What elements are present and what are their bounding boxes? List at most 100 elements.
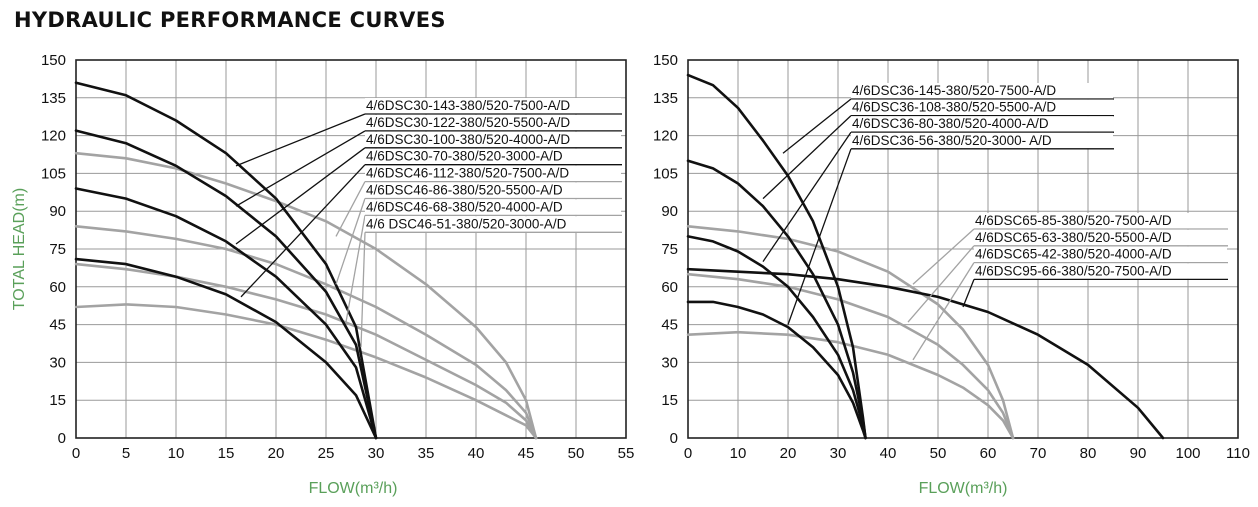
series-label-background [365,165,621,182]
x-tick-label: 50 [930,445,947,462]
series-leader-line [962,279,975,308]
series-label: 4/6DSC30-100-380/520-4000-A/D [366,132,570,147]
series-label: 4/6DSC30-70-380/520-3000-A/D [366,149,563,164]
series-label: 4/6DSC95-66-380/520-7500-A/D [975,263,1172,278]
y-tick-label: 150 [653,52,678,69]
series-label-background [365,114,621,131]
series-label: 4/6DSC65-85-380/520-7500-A/D [975,213,1172,228]
chart-dsc36-dsc65-dsc95: 0 10 20 30 40 50 60 70 80 90 100 110 0 15 30 45 60 75 90 10… [653,52,1250,497]
y-tick-label: 75 [661,241,678,258]
y-tick-label: 105 [41,165,66,182]
y-tick-label: 120 [41,128,66,145]
series-line [74,257,378,440]
series-leader-line [782,98,852,154]
y-tick-label: 60 [49,279,66,296]
series-label-background [365,182,621,198]
series-line [74,151,538,440]
x-tick-label: 0 [72,445,80,462]
series-label: 4/6 DSC46-51-380/520-3000-A/D [366,216,567,231]
plot-frame [687,59,1239,439]
x-tick-label: 20 [268,445,285,462]
x-tick-label: 30 [830,445,847,462]
y-tick-label: 135 [41,90,66,107]
y-tick-label: 0 [58,430,66,447]
x-tick-label: 90 [1130,445,1147,462]
series-label-background [365,131,621,148]
series-label-background [974,246,1227,263]
series-label-background [365,199,621,215]
x-tick-label: 55 [618,445,635,462]
series-label-background [365,148,621,165]
plot-frame [75,59,627,439]
series-label-background [365,98,621,114]
series-label: 4/6DSC30-143-380/520-7500-A/D [366,98,570,113]
series-leader-line [762,115,852,200]
series-label-background [851,116,1113,132]
series-line [74,187,378,440]
y-tick-label: 30 [49,354,66,371]
series-leader-line [345,215,366,323]
series-label-background [974,213,1227,229]
series-label: 4/6DSC36-80-380/520-4000-A/D [852,116,1049,131]
page-title: HYDRAULIC PERFORMANCE CURVES [14,8,446,32]
series-leader-line [235,147,366,245]
x-tick-label: 60 [980,445,997,462]
x-axis-title: FLOW(m³/h) [309,480,398,497]
x-tick-label: 70 [1030,445,1047,462]
y-tick-label: 15 [49,392,66,409]
series-line [686,330,1015,440]
x-tick-label: 45 [518,445,535,462]
series-labels: 4/6DSC30-143-380/520-7500-A/D 4/6DSC30-12… [235,98,622,348]
series-leader-line [235,113,366,167]
y-tick-label: 150 [41,52,66,69]
series-label: 4/6DSC46-86-380/520-5500-A/D [366,183,563,198]
series-line [686,225,1015,440]
series-leader-line [762,131,852,262]
y-tick-label: 105 [653,165,678,182]
series-line [74,129,378,440]
y-tick-label: 120 [653,128,678,145]
y-tick-label: 60 [661,279,678,296]
series-line [686,267,1165,440]
x-tick-label: 35 [418,445,435,462]
x-tick-label: 80 [1080,445,1097,462]
series-label: 4/6DSC46-112-380/520-7500-A/D [366,166,569,181]
x-tick-label: 40 [880,445,897,462]
series-leader-line [335,181,366,237]
y-tick-label: 75 [49,241,66,258]
x-tick-label: 15 [218,445,235,462]
series-leader-line [907,245,975,323]
y-tick-label: 0 [670,430,678,447]
series-label: 4/6DSC46-68-380/520-4000-A/D [366,199,563,214]
series-label: 4/6DSC36-145-380/520-7500-A/D [852,83,1056,98]
series-label: 4/6DSC65-63-380/520-5500-A/D [975,230,1172,245]
series-labels: 4/6DSC36-145-380/520-7500-A/D 4/6DSC36-10… [762,83,1228,361]
series-label-background [851,99,1113,116]
x-tick-label: 5 [122,445,130,462]
series-label-background [974,263,1227,279]
y-tick-label: 135 [653,90,678,107]
series-leader-line [787,148,852,325]
series-line [74,262,538,440]
series-leader-line [912,228,975,285]
series-label-background [974,229,1227,246]
series-leader-line [335,198,366,285]
series-line [686,272,1015,440]
series-line [686,235,867,440]
x-tick-label: 0 [684,445,692,462]
series-label: 4/6DSC65-42-380/520-4000-A/D [975,247,1172,262]
series-label: 4/6DSC36-108-380/520-5500-A/D [852,100,1056,115]
x-tick-label: 40 [468,445,485,462]
y-tick-label: 90 [661,203,678,220]
x-tick-label: 25 [318,445,335,462]
y-tick-label: 15 [661,392,678,409]
x-tick-label: 10 [730,445,747,462]
series-label: 4/6DSC36-56-380/520-3000- A/D [852,133,1052,148]
series-label-background [851,83,1113,99]
series-line [74,225,538,440]
chart-dsc30-dsc46: 0 5 10 15 20 25 30 35 40 45 50 55 0 15 30 45 60 75 90 105 12… [11,52,634,497]
x-tick-label: 100 [1175,445,1200,462]
x-axis-title: FLOW(m³/h) [919,480,1008,497]
series-line [686,300,867,440]
series-line [74,303,538,440]
